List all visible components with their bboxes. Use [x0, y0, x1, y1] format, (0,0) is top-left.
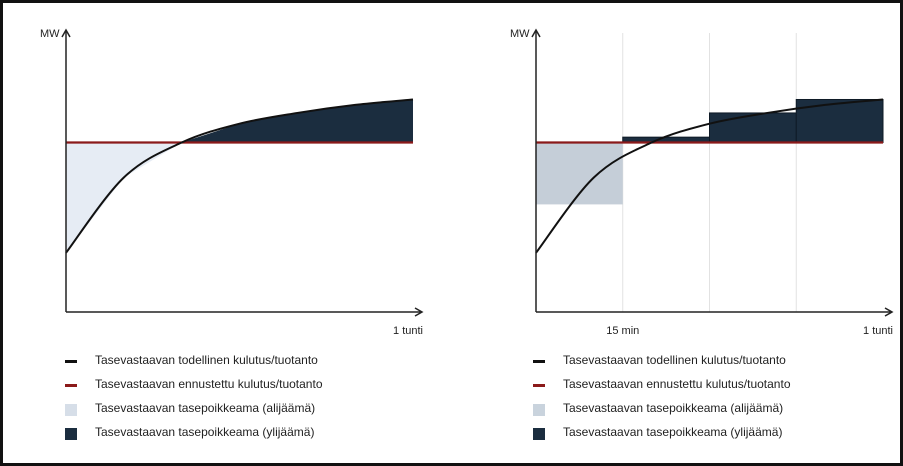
area-deficit [66, 142, 182, 253]
x-axis-arrow [884, 307, 894, 317]
x-tick-label-2: 1 tunti [863, 325, 893, 337]
y-axis-arrow [531, 28, 541, 38]
legend-box-swatch [533, 428, 545, 440]
y-axis-label: MW [40, 28, 60, 40]
legend-line-swatch [65, 360, 77, 363]
area-surplus [181, 99, 413, 143]
y-axis-label: MW [510, 28, 530, 40]
actual-curve [535, 98, 884, 254]
x-axis-arrow [414, 307, 424, 317]
legend-line-swatch [533, 360, 545, 363]
actual-curve [65, 98, 414, 254]
imbalance-bar-3 [709, 112, 797, 144]
legend-line-swatch [65, 384, 77, 387]
chart-panel-1: MW 1 tunti [40, 28, 424, 337]
x-tick-label-1: 1 tunti [393, 325, 423, 337]
x-tick-label-1: 15 min [606, 325, 639, 337]
legend-box-swatch [533, 404, 545, 416]
legend-label: Tasevastaavan todellinen kulutus/tuotant… [95, 353, 318, 367]
legend-label: Tasevastaavan tasepoikkeama (alijäämä) [563, 401, 784, 415]
y-axis-arrow [61, 28, 71, 38]
legend-label: Tasevastaavan ennustettu kulutus/tuotant… [563, 377, 791, 391]
legend-label: Tasevastaavan tasepoikkeama (alijäämä) [95, 401, 316, 415]
legend-label: Tasevastaavan tasepoikkeama (ylijäämä) [95, 425, 315, 439]
chart-canvas: MW 1 tunti MW 15 min 1 tunti [40, 28, 894, 337]
legend-box-swatch [65, 428, 77, 440]
legend-line-swatch [533, 384, 545, 387]
legend-label: Tasevastaavan todellinen kulutus/tuotant… [563, 353, 786, 367]
legend-label: Tasevastaavan tasepoikkeama (ylijäämä) [563, 425, 783, 439]
legend-label: Tasevastaavan ennustettu kulutus/tuotant… [95, 377, 323, 391]
legend-box-swatch [65, 404, 77, 416]
chart-panel-2: MW 15 min 1 tunti [510, 28, 894, 337]
